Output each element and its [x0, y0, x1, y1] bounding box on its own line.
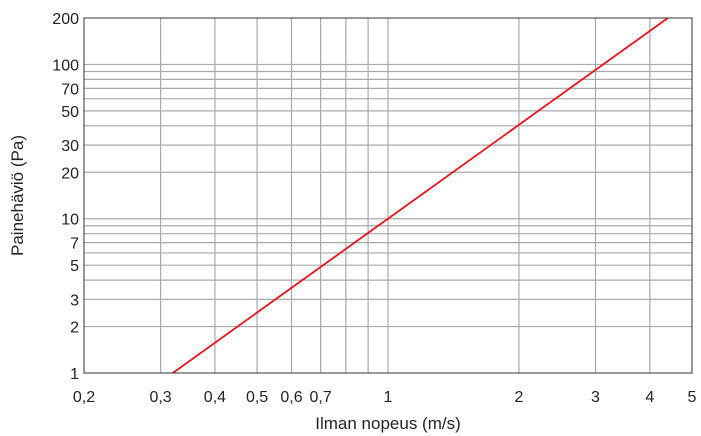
plot-frame [83, 17, 693, 374]
y-tick-label: 30 [61, 138, 79, 155]
y-tick-label: 200 [52, 11, 79, 28]
y-tick-label: 20 [61, 165, 79, 182]
x-tick-label: 0,2 [73, 389, 95, 406]
x-tick-label: 0,6 [280, 389, 302, 406]
x-tick-label: 1 [384, 389, 393, 406]
x-tick-label: 5 [688, 389, 697, 406]
y-tick-labels: 1 2 3 5 7 10 20 30 50 70 100 200 [52, 11, 79, 383]
x-tick-labels: 0,2 0,3 0,4 0,5 0,6 0,7 1 2 3 4 5 [73, 389, 697, 406]
x-axis-label: Ilman nopeus (m/s) [315, 414, 461, 433]
x-tick-label: 0,7 [310, 389, 332, 406]
x-tick-label: 0,3 [149, 389, 171, 406]
y-tick-label: 2 [70, 320, 79, 337]
y-tick-label: 7 [70, 236, 79, 253]
series-line [172, 17, 669, 374]
x-tick-label: 0,4 [204, 389, 226, 406]
y-tick-label: 10 [61, 212, 79, 229]
x-tick-label: 4 [645, 389, 654, 406]
y-tick-label: 50 [61, 104, 79, 121]
y-tick-label: 1 [70, 366, 79, 383]
y-tick-label: 3 [70, 292, 79, 309]
series-layer [172, 17, 669, 374]
x-tick-label: 2 [514, 389, 523, 406]
y-tick-label: 5 [70, 258, 79, 275]
x-tick-label: 0,5 [246, 389, 268, 406]
y-tick-label: 70 [61, 81, 79, 98]
grid-layer [84, 18, 692, 373]
y-axis-label: Painehäviö (Pa) [8, 135, 27, 256]
x-tick-label: 3 [591, 389, 600, 406]
y-tick-label: 100 [52, 57, 79, 74]
